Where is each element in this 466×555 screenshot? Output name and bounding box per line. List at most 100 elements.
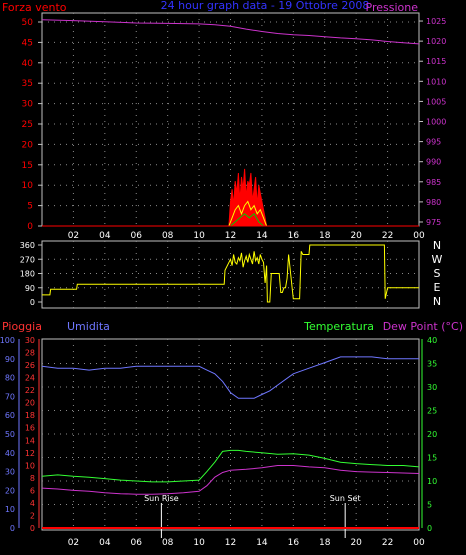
humidity-y-tick: 40 [5,449,15,458]
humidity-y-tick: 70 [5,392,15,401]
temp-x-tick: 16 [288,538,300,548]
temp-x-tick: 22 [382,538,393,548]
wind-x-tick: 04 [99,231,111,241]
temp-x-tick: 04 [99,538,111,548]
rain-y-tick: 16 [25,424,35,433]
rain-y-tick: 26 [25,361,35,370]
series-temperatura-line [41,449,420,483]
humidity-y-tick: 0 [10,524,15,533]
temp-x-tick: 14 [256,538,268,548]
wind-x-tick: 20 [350,231,362,241]
pressure-y-tick: 980 [426,198,441,207]
humidity-y-tick: 20 [5,486,15,495]
wind-direction-line [42,244,419,303]
series-pressione-line [41,19,420,45]
wind-y-tick: 35 [22,79,33,89]
wind-x-tick: 02 [68,231,79,241]
wind-x-tick: 10 [193,231,205,241]
chart-title: 24 hour graph data - 19 Ottobre 2008 [161,0,370,12]
dir-y-tick: 270 [20,255,35,264]
humidity-y-tick: 30 [5,468,15,477]
rain-y-tick: 28 [25,349,35,358]
sun-event-label: Sun Rise [144,494,179,503]
wind-x-tick: 18 [319,231,331,241]
wind-x-tick: 16 [288,231,300,241]
rain-y-tick: 6 [30,486,35,495]
compass-label: W [432,253,443,266]
series-dew-point-line [41,465,420,495]
pressure-y-tick: 995 [426,138,441,147]
rain-y-tick: 2 [30,511,35,520]
dewpoint-axis-label: Dew Point (°C) [383,320,463,333]
wind-x-tick: 22 [382,231,393,241]
compass-label: N [433,295,441,308]
pressure-label: Pressione [366,1,419,14]
rain-y-tick: 20 [25,399,35,408]
humidity-y-tick: 60 [5,411,15,420]
dir-y-tick: 360 [20,241,35,250]
rain-y-tick: 12 [25,449,35,458]
pressure-y-tick: 990 [426,158,441,167]
tick-label-layer: 0510152025303540455097598098599099510001… [0,17,446,548]
wind-y-tick: 45 [22,38,33,48]
wind-panel-frame [41,12,420,227]
temperature-y-tick: 5 [427,501,432,510]
rain-y-tick: 0 [30,524,35,533]
temp-x-tick: 12 [225,538,236,548]
temp-x-tick: 20 [350,538,362,548]
wind-y-tick: 15 [22,161,33,171]
series-average-line [42,200,419,227]
wind-x-tick: 08 [162,231,174,241]
rain-y-tick: 24 [25,374,35,383]
pressure-y-tick: 1005 [426,97,446,106]
sun-event-label: Sun Set [330,494,361,503]
wind-y-tick: 0 [27,222,33,232]
rain-y-tick: 4 [30,499,35,508]
temp-x-tick: 00 [413,538,425,548]
temp-x-tick: 08 [162,538,174,548]
rain-y-tick: 18 [25,411,35,420]
humidity-y-tick: 90 [5,355,15,364]
temp-x-tick: 10 [193,538,205,548]
rain-y-tick: 14 [25,436,35,445]
pressure-y-tick: 1020 [426,37,446,46]
wind-x-tick: 12 [225,231,236,241]
series-low-line [42,213,419,227]
wind-y-tick: 20 [22,140,34,150]
wind-y-tick: 40 [22,59,34,69]
wind-x-tick: 00 [413,231,425,241]
pressure-y-tick: 975 [426,218,441,227]
temperature-y-tick: 35 [427,360,437,369]
rain-y-tick: 30 [25,336,35,345]
pressure-y-tick: 1015 [426,57,446,66]
dir-y-tick: 0 [30,298,35,307]
temp-x-tick: 06 [131,538,143,548]
temperature-y-tick: 30 [427,383,437,392]
temp-x-tick: 02 [68,538,79,548]
wind-gust-area [42,168,419,227]
wind-force-label: Forza vento [2,1,67,14]
compass-label: S [434,267,441,280]
wind-y-tick: 50 [22,18,34,28]
temperature-y-tick: 20 [427,430,437,439]
series-umidita-line [41,356,419,399]
humidity-y-tick: 50 [5,430,15,439]
compass-label: E [434,281,441,294]
direction-panel-frame [41,240,420,309]
wind-y-tick: 5 [27,202,33,212]
dir-y-tick: 90 [25,284,35,293]
wind-x-tick: 06 [131,231,143,241]
temperature-y-tick: 0 [427,524,432,533]
wind-y-tick: 10 [22,181,34,191]
dir-y-tick: 180 [20,270,35,279]
rain-y-tick: 22 [25,386,35,395]
wind-y-tick: 30 [22,100,34,110]
temperature-y-tick: 40 [427,336,437,345]
temp-x-tick: 18 [319,538,331,548]
rain-axis-label: Pioggia [2,320,42,333]
pressure-y-tick: 1010 [426,77,446,86]
wind-y-tick: 25 [22,120,33,130]
series-layer [41,19,420,538]
pressure-y-tick: 1025 [426,17,446,26]
